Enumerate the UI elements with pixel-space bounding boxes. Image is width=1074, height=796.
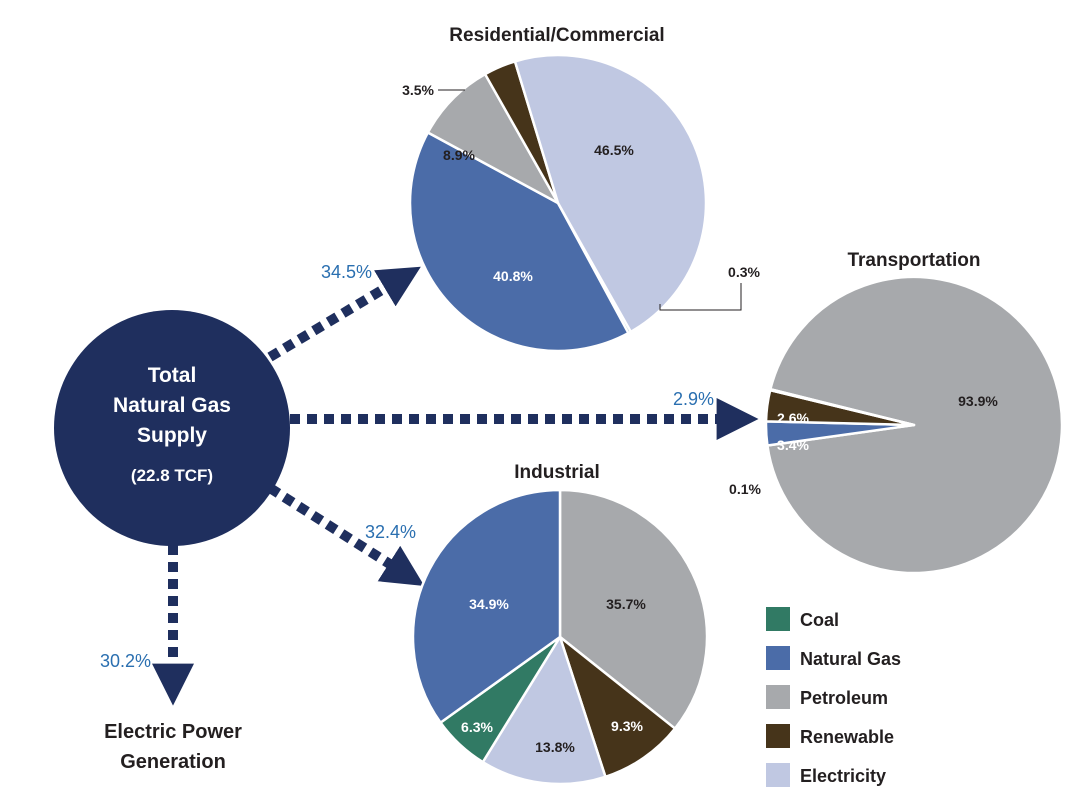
hub-circle <box>54 310 290 546</box>
slice-label-electricity: 0.1% <box>729 481 761 497</box>
hub-line-4: (22.8 TCF) <box>131 466 213 485</box>
legend-swatch-electricity <box>766 763 790 787</box>
slice-natural-gas <box>408 131 630 353</box>
leader-line <box>659 283 742 311</box>
legend-swatch-natural-gas <box>766 646 790 670</box>
slice-label-renewable: 3.5% <box>402 82 434 98</box>
pie-residential-commercial: Residential/Commercial 0.3% 40.8% 8.9% 3.5%… <box>402 25 761 353</box>
flow-label-industrial: 32.4% <box>365 522 416 542</box>
slice-renewable <box>558 635 677 779</box>
slice-label-petroleum: 35.7% <box>606 596 646 612</box>
slice-label-natural-gas: 40.8% <box>493 268 533 284</box>
slice-label-coal: 0.3% <box>728 264 760 280</box>
legend-swatch-coal <box>766 607 790 631</box>
legend-label-electricity: Electricity <box>800 766 886 786</box>
legend-label-renewable: Renewable <box>800 727 894 747</box>
flow-label-transportation: 2.9% <box>673 389 714 409</box>
hub-line-1: Total <box>148 364 197 387</box>
pie-title-transportation: Transportation <box>847 250 980 271</box>
arrow-to-residential <box>267 266 421 362</box>
pie-title-industrial: Industrial <box>514 462 600 483</box>
slice-label-petroleum: 8.9% <box>443 147 475 163</box>
legend-swatch-renewable <box>766 724 790 748</box>
legend-label-natural-gas: Natural Gas <box>800 649 901 669</box>
pie-industrial: Industrial 35.7% 9.3% 13.8% 6.3% 34.9% <box>411 462 709 786</box>
pie-transportation: Transportation 93.9% 2.6% 3.4% 0.1% <box>729 250 1064 575</box>
flow-label-electric: 30.2% <box>100 651 151 671</box>
flow-label-residential: 34.5% <box>321 262 372 282</box>
slice-electricity <box>768 387 916 427</box>
hub-line-3: Supply <box>137 424 207 447</box>
slice-label-renewable: 3.4% <box>777 437 809 453</box>
hub-line-2: Natural Gas <box>113 394 231 417</box>
slice-natural-gas <box>411 488 562 724</box>
slice-label-electricity: 13.8% <box>535 739 575 755</box>
legend-label-coal: Coal <box>800 610 839 630</box>
slice-petroleum <box>558 488 709 730</box>
slice-label-electricity: 46.5% <box>594 142 634 158</box>
slice-label-petroleum: 93.9% <box>958 393 998 409</box>
slice-label-natural-gas: 34.9% <box>469 596 509 612</box>
arrow-to-industrial <box>267 483 425 587</box>
slice-petroleum <box>426 72 560 205</box>
slice-electricity <box>481 635 607 786</box>
electric-line-2: Generation <box>120 751 226 773</box>
electric-line-1: Electric Power <box>104 721 242 743</box>
flow-arrows <box>152 266 759 706</box>
slice-label-renewable: 9.3% <box>611 718 643 734</box>
slice-label-natural-gas: 2.6% <box>777 410 809 426</box>
legend: Coal Natural Gas Petroleum Renewable Electri… <box>766 607 901 787</box>
pie-title-residential: Residential/Commercial <box>449 25 664 46</box>
legend-swatch-petroleum <box>766 685 790 709</box>
total-supply-hub: Total Natural Gas Supply (22.8 TCF) <box>54 310 290 546</box>
slice-electricity <box>513 53 708 334</box>
slice-label-coal: 6.3% <box>461 719 493 735</box>
legend-label-petroleum: Petroleum <box>800 688 888 708</box>
